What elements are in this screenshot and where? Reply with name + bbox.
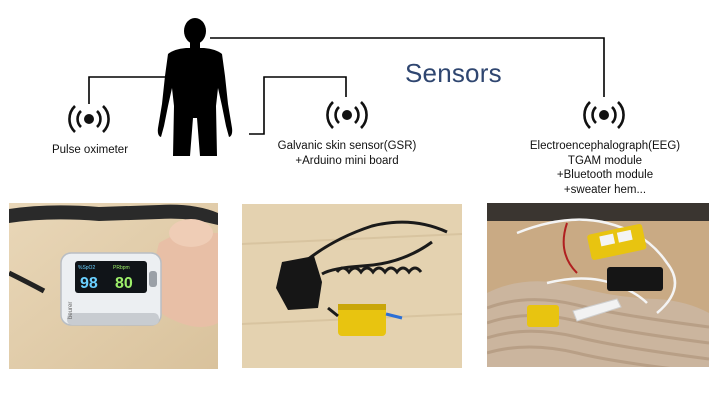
oximeter-pulse-value: 80 [115,275,133,292]
sensor-label-line: +Arduino mini board [295,154,399,167]
oximeter-pulse-label: PRbpm [113,265,130,271]
oximeter-spo2-label: %SpO2 [78,265,95,271]
connector-pulse-oximeter [88,76,170,104]
sensor-label-line: TGAM module [567,154,643,167]
wireless-signal-icon [68,104,110,134]
connector-gsr [249,76,347,135]
sensor-label-gsr: Galvanic skin sensor(GSR) +Arduino mini … [262,139,432,168]
photo-gsr-sensor [242,204,462,368]
sensor-label-line: Electroencephalograph(EEG) [529,140,681,152]
connector-eeg [210,37,605,97]
sensor-label-line: Galvanic skin sensor(GSR) [277,140,417,152]
wireless-signal-icon [583,100,625,130]
oximeter-spo2-value: 98 [80,275,98,292]
sensor-label-line: Pulse oximeter [51,144,129,156]
wireless-signal-icon [326,100,368,130]
photo-eeg-setup [487,203,709,367]
sensor-label-line: +Bluetooth module [556,169,654,181]
sensor-label-pulse-oximeter: Pulse oximeter [30,143,150,158]
oximeter-brand: beurer [68,302,74,319]
photo-pulse-oximeter: %SpO2 PRbpm 98 80 beurer [9,203,218,369]
human-silhouette-icon [157,18,233,156]
sensor-label-line: +sweater hem... [563,183,647,196]
sensor-label-eeg: Electroencephalograph(EEG) TGAM module +… [520,139,690,197]
page-title: Sensors [405,58,502,88]
